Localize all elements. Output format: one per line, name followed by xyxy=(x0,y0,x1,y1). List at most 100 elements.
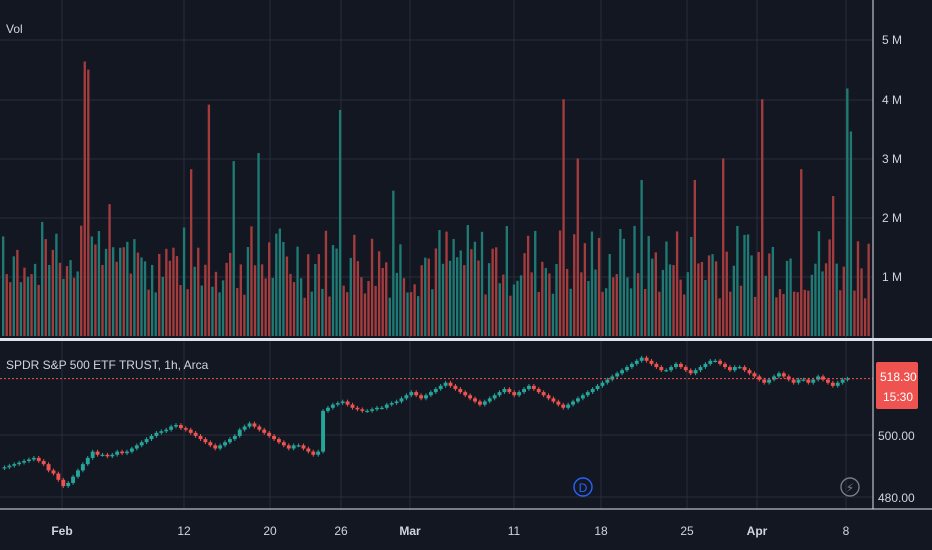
volume-bar xyxy=(480,231,484,336)
volume-bar xyxy=(452,239,455,336)
volume-bar xyxy=(395,272,399,336)
lightning-event-icon xyxy=(840,477,860,497)
candle-body xyxy=(683,367,688,371)
volume-bar xyxy=(590,231,594,336)
candle-body xyxy=(644,357,649,361)
candle-body xyxy=(664,370,669,372)
candle-body xyxy=(497,392,502,396)
volume-bar xyxy=(867,243,870,336)
candle-body xyxy=(536,388,541,393)
volume-bar xyxy=(338,109,342,336)
volume-bar xyxy=(757,251,760,336)
candle-body xyxy=(375,407,379,410)
candle-body xyxy=(806,379,811,383)
candle-body xyxy=(688,370,693,374)
volume-bar xyxy=(172,247,175,336)
price-axis-tick: 480.00 xyxy=(878,491,915,505)
volume-bar xyxy=(278,228,282,336)
volume-bar xyxy=(424,257,427,336)
candle-body xyxy=(306,448,311,452)
volume-axis-tick: 4 M xyxy=(882,93,902,107)
volume-bar xyxy=(175,256,179,336)
dividend-marker[interactable]: D xyxy=(573,477,593,497)
candle-body xyxy=(213,445,218,449)
volume-bar xyxy=(23,267,26,336)
candle-body xyxy=(198,435,203,440)
volume-bar xyxy=(154,292,157,336)
candle-body xyxy=(458,388,463,393)
volume-bar xyxy=(16,249,19,336)
candle-body xyxy=(100,454,105,456)
volume-bar xyxy=(753,296,757,336)
candle-body xyxy=(31,457,36,460)
volume-bar xyxy=(739,285,743,336)
volume-bar xyxy=(839,290,842,336)
volume-bar xyxy=(555,263,558,336)
volume-bar xyxy=(587,281,590,336)
volume-bar xyxy=(69,260,72,336)
candle-body xyxy=(551,398,556,402)
candle-body xyxy=(183,428,188,430)
volume-bar xyxy=(104,248,108,336)
candle-body xyxy=(12,464,17,466)
candle-body xyxy=(463,392,468,396)
candle-body xyxy=(473,398,477,402)
volume-bar xyxy=(619,228,622,336)
volume-bar xyxy=(87,69,90,336)
volume-bar xyxy=(377,251,381,336)
pane-separator[interactable] xyxy=(0,338,932,341)
volume-bar xyxy=(406,292,409,336)
volume-bar xyxy=(640,179,643,336)
candle-body xyxy=(399,398,404,402)
candle-body xyxy=(267,432,272,436)
volume-bar xyxy=(817,231,821,336)
candle-body xyxy=(139,442,144,446)
candle-body xyxy=(188,429,193,433)
candle-body xyxy=(825,379,830,383)
volume-bar xyxy=(800,169,803,336)
candle-body xyxy=(409,392,414,396)
volume-bar xyxy=(782,294,785,336)
candle-body xyxy=(438,385,443,389)
volume-bar xyxy=(299,278,303,336)
candle-body xyxy=(404,395,409,399)
volume-bar xyxy=(775,297,778,336)
volume-bar xyxy=(722,158,725,336)
volume-bar xyxy=(445,231,448,336)
volume-bar xyxy=(5,274,8,336)
volume-bar xyxy=(502,274,505,336)
volume-bar xyxy=(342,285,345,336)
volume-bar xyxy=(388,297,391,336)
volume-bar xyxy=(725,251,728,336)
volume-bar xyxy=(129,273,133,336)
candle-body xyxy=(605,379,610,383)
volume-bar xyxy=(51,249,55,336)
candle-body xyxy=(772,376,776,380)
volume-axis: 5 M 4 M 3 M 2 M 1 M xyxy=(882,33,902,284)
candle-body xyxy=(580,395,585,399)
candle-body xyxy=(218,445,223,449)
volume-bar xyxy=(236,288,239,336)
volume-bar xyxy=(551,293,555,336)
volume-bar xyxy=(612,277,615,336)
candle-body xyxy=(835,382,840,386)
candle-body xyxy=(85,457,90,465)
candle-body xyxy=(291,445,296,449)
lightning-marker[interactable]: ⚡ xyxy=(840,477,860,497)
volume-bar xyxy=(420,265,423,336)
volume-bar xyxy=(544,268,548,336)
candle-body xyxy=(752,373,757,377)
volume-bar xyxy=(863,298,867,336)
volume-bar xyxy=(548,273,551,336)
volume-bar xyxy=(629,288,633,336)
volume-bar xyxy=(466,225,469,336)
candle-body xyxy=(629,363,634,368)
candle-body xyxy=(576,398,580,402)
volume-bar xyxy=(19,282,23,336)
candle-body xyxy=(718,360,723,364)
volume-bar xyxy=(225,262,228,336)
volume-bar xyxy=(842,266,845,336)
volume-bar xyxy=(714,261,718,336)
candle-body xyxy=(169,426,174,430)
volume-bar xyxy=(441,263,445,336)
